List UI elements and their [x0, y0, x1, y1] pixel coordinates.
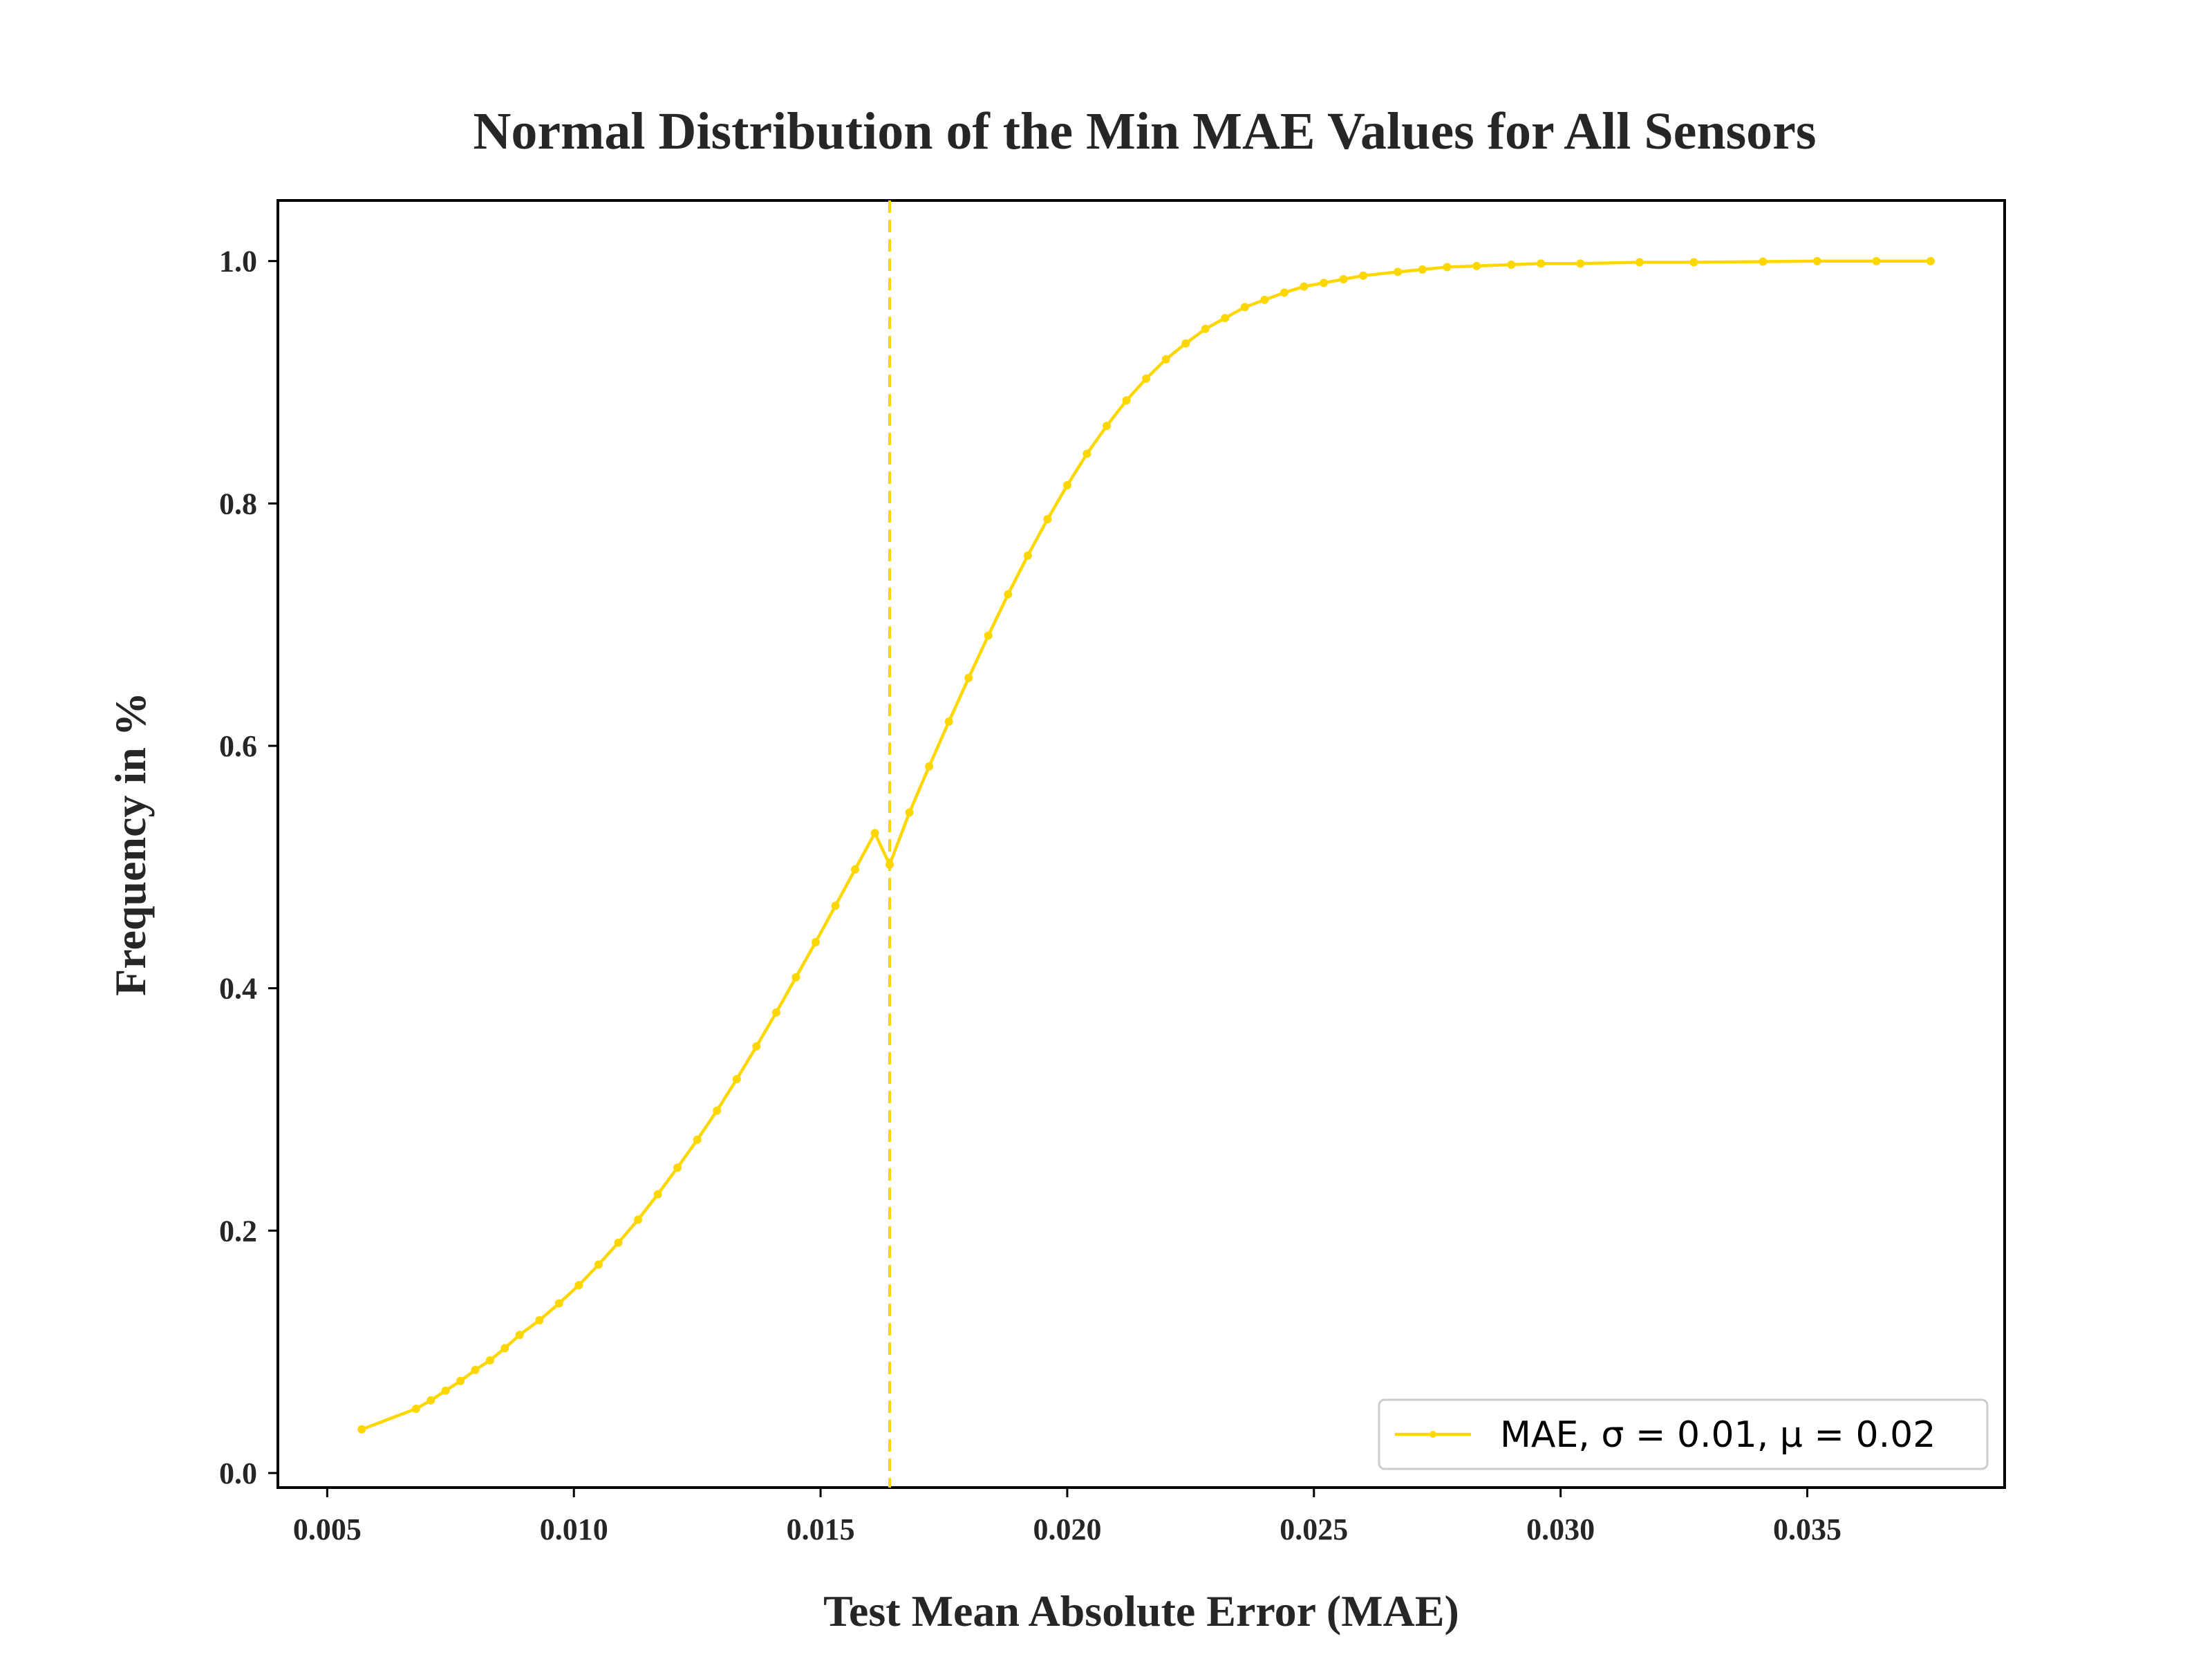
data-point — [1004, 590, 1013, 599]
data-point — [500, 1344, 509, 1353]
data-point — [1759, 257, 1768, 266]
data-point — [1872, 256, 1881, 265]
data-point — [1300, 282, 1309, 291]
data-point — [1122, 396, 1131, 405]
data-point — [427, 1396, 435, 1405]
data-point — [471, 1365, 480, 1374]
y-tick-label: 1.0 — [219, 245, 257, 279]
data-point — [885, 860, 894, 869]
data-point — [634, 1215, 642, 1224]
data-point — [1812, 256, 1821, 265]
data-point — [1339, 275, 1348, 283]
data-point — [771, 1008, 780, 1017]
data-point — [811, 938, 820, 946]
data-point — [535, 1316, 544, 1324]
data-point — [791, 973, 800, 982]
chart-title: Normal Distribution of the Min MAE Value… — [473, 102, 1816, 160]
data-point — [1103, 422, 1111, 431]
data-point — [554, 1299, 563, 1308]
data-point — [1221, 314, 1230, 323]
data-point — [1689, 258, 1698, 267]
data-point — [964, 673, 973, 682]
data-point — [1161, 355, 1170, 364]
data-point — [594, 1260, 603, 1269]
y-tick-label: 0.8 — [219, 487, 257, 521]
y-tick-label: 0.6 — [219, 729, 257, 763]
data-point — [713, 1106, 722, 1115]
data-point — [614, 1238, 623, 1247]
x-tick-label: 0.035 — [1773, 1512, 1841, 1546]
data-point — [485, 1356, 494, 1365]
data-point — [831, 901, 840, 910]
data-point — [1418, 265, 1427, 274]
data-point — [1926, 256, 1935, 265]
data-point — [732, 1075, 741, 1084]
x-tick-label: 0.005 — [293, 1512, 362, 1546]
data-point — [1394, 268, 1403, 276]
x-axis-label: Test Mean Absolute Error (MAE) — [823, 1586, 1459, 1635]
data-point — [1635, 258, 1644, 267]
y-tick-label: 0.0 — [219, 1456, 257, 1490]
data-point — [752, 1042, 761, 1051]
data-point — [1260, 295, 1269, 304]
data-point — [870, 829, 879, 838]
data-point — [851, 865, 859, 874]
plot-area: 0.005 0.010 0.015 0.020 0.025 0.030 0.035 0.00… — [219, 199, 2006, 1546]
data-point — [1142, 374, 1151, 383]
x-tick-label: 0.025 — [1280, 1512, 1348, 1546]
data-point — [1201, 324, 1210, 333]
data-point — [1576, 259, 1585, 268]
data-point — [944, 717, 953, 726]
data-point — [693, 1135, 702, 1144]
x-tick-label: 0.030 — [1526, 1512, 1595, 1546]
x-tick-label: 0.010 — [540, 1512, 608, 1546]
data-point — [905, 808, 914, 817]
legend: MAE, σ = 0.01, μ = 0.02 — [1378, 1398, 1989, 1470]
data-point — [456, 1376, 465, 1385]
data-point — [925, 762, 934, 771]
data-point — [1443, 263, 1452, 272]
data-point — [1023, 551, 1032, 560]
data-point — [574, 1281, 583, 1290]
data-point — [1082, 449, 1091, 458]
data-point — [515, 1331, 524, 1340]
data-point — [1043, 515, 1052, 524]
y-tick-label: 0.4 — [219, 972, 257, 1006]
x-tick-label: 0.015 — [787, 1512, 855, 1546]
y-axis: 0.0 0.2 0.4 0.6 0.8 1.0 — [219, 245, 278, 1490]
data-point — [1320, 279, 1329, 288]
plot-frame — [276, 199, 2006, 1489]
series-points-mae — [357, 256, 1935, 1434]
data-point — [1507, 260, 1516, 269]
legend-box — [1378, 1398, 1989, 1470]
y-axis-label: Frequency in % — [106, 692, 155, 996]
x-tick-label: 0.020 — [1033, 1512, 1101, 1546]
data-point — [1062, 481, 1071, 489]
legend-entry-mae: MAE, σ = 0.01, μ = 0.02 — [1500, 1414, 1936, 1456]
data-point — [673, 1163, 682, 1172]
data-point — [1240, 303, 1249, 312]
data-point — [441, 1386, 450, 1395]
legend-swatch-marker — [1430, 1431, 1436, 1438]
data-point — [984, 631, 993, 640]
data-point — [1537, 259, 1546, 268]
data-point — [1472, 261, 1481, 270]
x-axis: 0.005 0.010 0.015 0.020 0.025 0.030 0.035 — [293, 1488, 1841, 1546]
data-point — [1359, 271, 1368, 280]
data-point — [411, 1405, 420, 1413]
data-point — [357, 1425, 366, 1434]
data-point — [1280, 288, 1288, 297]
data-point — [653, 1190, 662, 1199]
data-point — [1181, 339, 1190, 348]
y-tick-label: 0.2 — [219, 1214, 257, 1248]
